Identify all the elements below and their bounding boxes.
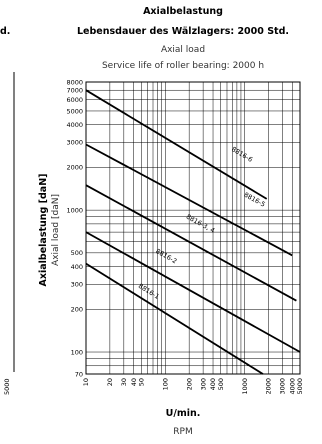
x-tick-label: 20 [106, 378, 114, 386]
series-label: 8816-2 [154, 247, 178, 265]
series-line [85, 231, 301, 353]
chart-title-de-1: Axialbelastung [143, 6, 223, 17]
series-line [85, 262, 264, 375]
y-tick-label: 1000 [66, 206, 83, 214]
series-line [85, 184, 297, 302]
x-tick-label: 4000 [289, 378, 297, 395]
x-tick-label: 30 [120, 378, 128, 386]
series-line [85, 89, 268, 200]
y-tick-label: 5000 [66, 107, 83, 115]
x-axis-label-de: U/min. [166, 408, 201, 419]
left-chart-title-fragment: d. [0, 26, 10, 37]
series-label: 8816-6 [230, 145, 254, 164]
x-tick-label: 400 [209, 378, 217, 390]
x-tick-label: 200 [185, 378, 193, 390]
y-axis-label-en: Axial load [daN] [51, 194, 61, 266]
y-tick-label: 4000 [66, 121, 83, 129]
x-tick-label: 1000 [241, 378, 249, 395]
x-tick-label: 50 [138, 378, 146, 386]
x-tick-label: 40 [130, 378, 138, 386]
y-tick-label: 500 [71, 249, 83, 257]
x-tick-label: 5000 [296, 378, 304, 395]
y-tick-label: 200 [71, 306, 83, 314]
y-tick-label: 70 [75, 370, 83, 378]
chart-title-de-2: Lebensdauer des Wälzlagers: 2000 Std. [77, 26, 289, 37]
y-tick-label: 100 [71, 348, 83, 356]
y-tick-label: 300 [71, 281, 83, 289]
x-tick-label: 500 [217, 378, 225, 390]
y-axis-label-de: Axialbelastung [daN] [38, 174, 49, 287]
tick-labels: 10 20 30 40 50 100 200 300 400 500 1000 2000 3000 400… [66, 78, 304, 394]
y-tick-label: 7000 [66, 87, 83, 95]
x-tick-label: 10 [82, 378, 90, 386]
y-tick-label: 8000 [66, 78, 83, 86]
series-label: 8816-5 [243, 191, 267, 209]
x-tick-label: 100 [161, 378, 169, 390]
series-line [85, 143, 293, 257]
x-tick-label: 3000 [279, 378, 287, 395]
plot-frame [85, 81, 301, 375]
x-tick-label: 2000 [265, 378, 273, 395]
y-tick-label: 3000 [66, 139, 83, 147]
x-axis-label-en: RPM [173, 427, 192, 437]
y-tick-label: 2000 [66, 164, 83, 172]
chart-title-en-2: Service life of roller bearing: 2000 h [102, 61, 264, 71]
y-tick-label: 400 [71, 263, 83, 271]
left-chart-tick-fragment: 5000 [3, 378, 11, 395]
chart-title-en-1: Axial load [161, 45, 205, 55]
y-tick-label: 6000 [66, 96, 83, 104]
x-tick-label: 300 [199, 378, 207, 390]
